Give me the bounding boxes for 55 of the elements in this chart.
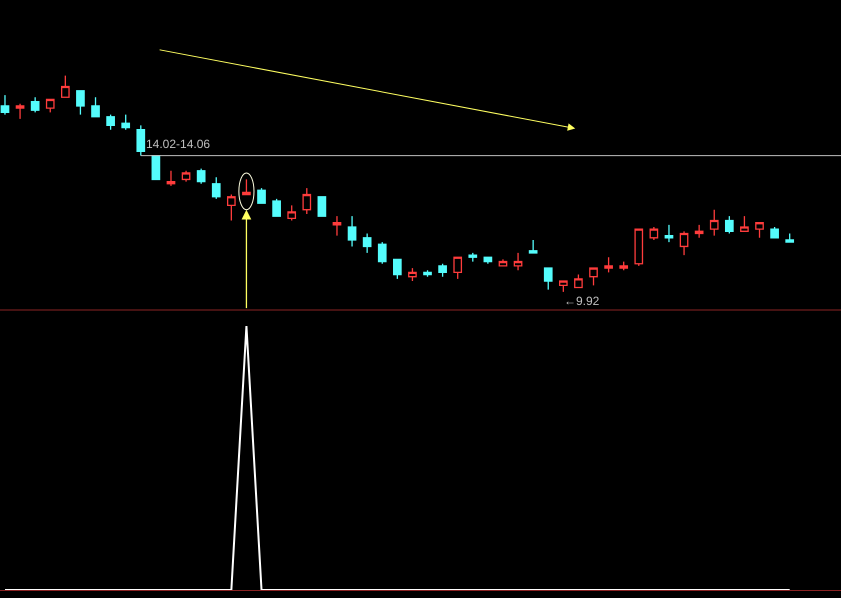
candlestick <box>514 252 522 271</box>
candlestick <box>61 75 70 98</box>
candlestick <box>318 196 326 217</box>
candlestick <box>755 222 764 238</box>
candlestick <box>302 187 312 215</box>
candlestick <box>166 170 176 187</box>
candlestick <box>392 258 402 280</box>
candlestick <box>348 216 356 248</box>
candlestick <box>724 216 734 234</box>
annotation: ←9.92 <box>564 294 600 308</box>
candlestick <box>680 230 688 256</box>
candlestick <box>589 267 598 286</box>
candlestick <box>604 256 613 274</box>
candlestick <box>498 258 508 267</box>
candlestick <box>16 103 24 120</box>
candlestick <box>272 198 281 217</box>
candlestick <box>574 274 583 288</box>
candlestick <box>136 124 146 156</box>
candlestick <box>438 263 447 278</box>
candlestick <box>0 94 10 116</box>
candlestick <box>408 267 417 282</box>
candlestick <box>544 267 553 290</box>
candlestick <box>770 226 779 238</box>
candlestick <box>332 216 342 236</box>
candlestick <box>378 241 387 264</box>
candlestick <box>196 168 206 184</box>
candlestick <box>242 178 251 196</box>
candlestick <box>212 176 221 200</box>
candlestick <box>694 224 704 238</box>
candlestick <box>362 232 372 254</box>
candlestick <box>76 90 85 116</box>
candlestick <box>121 114 130 130</box>
candlestick <box>650 226 658 241</box>
candlestick <box>558 280 568 292</box>
candlestick <box>423 270 432 278</box>
candlestick <box>710 209 719 236</box>
candlestick <box>152 155 160 180</box>
candlestick <box>468 252 478 262</box>
candlestick <box>740 216 749 232</box>
candlestick <box>785 232 794 243</box>
candlestick <box>106 114 115 130</box>
candlestick <box>484 256 492 264</box>
candlestick <box>30 96 40 114</box>
candlestick <box>634 228 644 267</box>
annotation: 14.02-14.06 <box>146 137 210 151</box>
candlestick <box>287 204 296 222</box>
candlestick <box>182 170 190 182</box>
candlestick <box>453 256 462 280</box>
candlestick <box>91 96 100 118</box>
candlestick <box>528 239 538 254</box>
candlestick <box>664 224 674 243</box>
candlestick <box>46 98 55 114</box>
candlestick <box>226 194 236 222</box>
candlestick <box>257 187 266 204</box>
candlestick <box>619 260 628 271</box>
